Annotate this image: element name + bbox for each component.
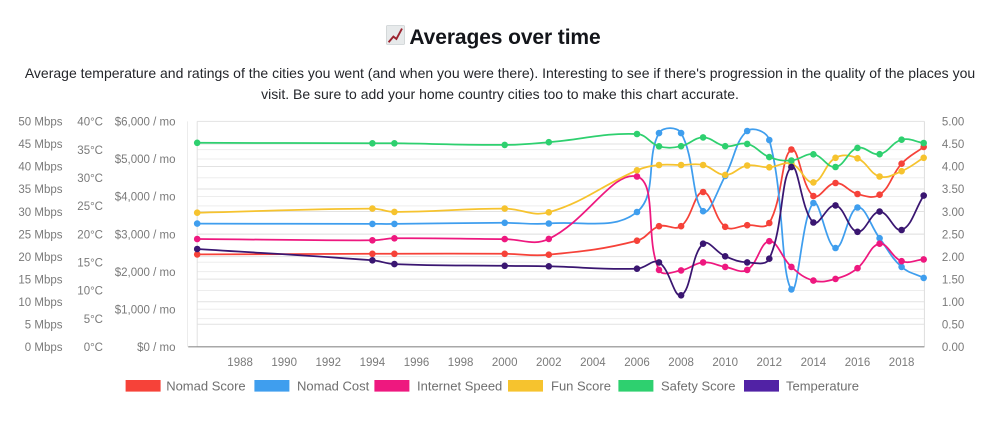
svg-text:15 Mbps: 15 Mbps bbox=[18, 274, 62, 286]
svg-text:2012: 2012 bbox=[757, 357, 783, 369]
svg-text:20°C: 20°C bbox=[77, 229, 103, 241]
svg-text:2016: 2016 bbox=[845, 357, 871, 369]
svg-text:0°C: 0°C bbox=[84, 342, 103, 354]
svg-text:5.00: 5.00 bbox=[942, 117, 964, 129]
svg-text:Internet Speed: Internet Speed bbox=[417, 379, 502, 394]
svg-text:15°C: 15°C bbox=[77, 258, 103, 270]
svg-text:40°C: 40°C bbox=[77, 117, 103, 129]
svg-text:2018: 2018 bbox=[889, 357, 915, 369]
svg-text:25 Mbps: 25 Mbps bbox=[18, 229, 62, 241]
svg-text:50 Mbps: 50 Mbps bbox=[18, 117, 62, 129]
svg-text:1.00: 1.00 bbox=[942, 297, 964, 309]
svg-text:1998: 1998 bbox=[448, 357, 474, 369]
svg-text:30°C: 30°C bbox=[77, 173, 103, 185]
svg-text:2006: 2006 bbox=[624, 357, 650, 369]
svg-text:2014: 2014 bbox=[801, 357, 827, 369]
svg-text:1990: 1990 bbox=[271, 357, 297, 369]
svg-text:$2,000 / mo: $2,000 / mo bbox=[115, 267, 176, 279]
svg-text:4.50: 4.50 bbox=[942, 139, 964, 151]
svg-text:1988: 1988 bbox=[227, 357, 253, 369]
svg-text:1992: 1992 bbox=[316, 357, 342, 369]
svg-text:3.50: 3.50 bbox=[942, 184, 964, 196]
svg-text:$0 / mo: $0 / mo bbox=[137, 342, 175, 354]
svg-text:Temperature: Temperature bbox=[786, 379, 859, 394]
svg-text:Nomad Cost: Nomad Cost bbox=[297, 379, 370, 394]
svg-text:2002: 2002 bbox=[536, 357, 562, 369]
svg-text:1996: 1996 bbox=[404, 357, 430, 369]
svg-text:0.50: 0.50 bbox=[942, 320, 964, 332]
svg-text:$1,000 / mo: $1,000 / mo bbox=[115, 304, 176, 316]
svg-text:40 Mbps: 40 Mbps bbox=[18, 162, 62, 174]
svg-text:30 Mbps: 30 Mbps bbox=[18, 207, 62, 219]
svg-text:$3,000 / mo: $3,000 / mo bbox=[115, 229, 176, 241]
svg-text:35 Mbps: 35 Mbps bbox=[18, 184, 62, 196]
svg-text:10 Mbps: 10 Mbps bbox=[18, 297, 62, 309]
svg-text:2.50: 2.50 bbox=[942, 229, 964, 241]
svg-text:2000: 2000 bbox=[492, 357, 518, 369]
svg-text:Fun Score: Fun Score bbox=[551, 379, 611, 394]
svg-text:2008: 2008 bbox=[668, 357, 694, 369]
svg-text:2.00: 2.00 bbox=[942, 252, 964, 264]
svg-text:10°C: 10°C bbox=[77, 286, 103, 298]
svg-text:$5,000 / mo: $5,000 / mo bbox=[115, 154, 176, 166]
svg-text:5°C: 5°C bbox=[84, 314, 103, 326]
svg-text:3.00: 3.00 bbox=[942, 207, 964, 219]
svg-text:2004: 2004 bbox=[580, 357, 606, 369]
svg-text:1.50: 1.50 bbox=[942, 274, 964, 286]
svg-text:1994: 1994 bbox=[360, 357, 386, 369]
svg-text:35°C: 35°C bbox=[77, 145, 103, 157]
svg-text:4.00: 4.00 bbox=[942, 162, 964, 174]
svg-text:0 Mbps: 0 Mbps bbox=[25, 342, 63, 354]
svg-text:Nomad Score: Nomad Score bbox=[166, 379, 245, 394]
svg-text:5 Mbps: 5 Mbps bbox=[25, 320, 63, 332]
svg-text:20 Mbps: 20 Mbps bbox=[18, 252, 62, 264]
svg-text:Safety Score: Safety Score bbox=[661, 379, 735, 394]
svg-text:25°C: 25°C bbox=[77, 201, 103, 213]
svg-text:0.00: 0.00 bbox=[942, 342, 964, 354]
svg-text:$6,000 / mo: $6,000 / mo bbox=[115, 117, 176, 129]
svg-text:45 Mbps: 45 Mbps bbox=[18, 139, 62, 151]
svg-text:2010: 2010 bbox=[712, 357, 738, 369]
svg-text:$4,000 / mo: $4,000 / mo bbox=[115, 192, 176, 204]
